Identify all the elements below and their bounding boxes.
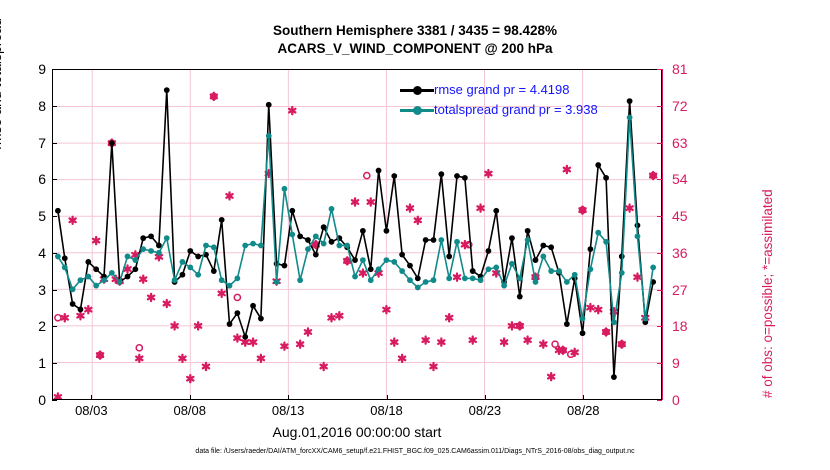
x-tick-08-03: 08/03 [75,403,108,418]
y-axis-left-title: rmse and totalspread [0,18,4,150]
x-tick-mark [484,395,486,400]
x-tick-08-13: 08/13 [271,403,305,418]
y-tick-right-72: 72 [672,97,688,114]
x-tick-mark [91,395,93,400]
chart-title: Southern Hemisphere 3381 / 3435 = 98.428… [0,22,830,58]
y-tick-mark-right [657,326,662,328]
y-tick-right-18: 18 [672,318,688,335]
y-tick-left-2: 2 [38,318,46,335]
y-tick-left-4: 4 [38,244,46,261]
x-tick-mark [288,395,290,400]
y-tick-right-81: 81 [672,61,688,77]
y-tick-right-54: 54 [672,171,688,188]
y-tick-left-8: 8 [38,97,46,114]
y-tick-mark-right [657,179,662,181]
y-tick-right-63: 63 [672,134,688,151]
y-tick-mark-right [657,252,662,254]
data-file-footer: data file: /Users/raeder/DAI/ATM_forcXX/… [195,448,635,455]
y-tick-mark-left [52,69,57,70]
y-tick-mark-left [52,363,57,365]
y-tick-mark-left [52,216,57,218]
y-tick-mark-right [657,216,662,218]
y-tick-right-45: 45 [672,208,688,225]
y-tick-mark-left [52,142,57,144]
y-tick-mark-right [657,289,662,291]
plot-area [52,69,662,400]
y-tick-mark-right [657,363,662,365]
y-tick-right-0: 0 [672,392,680,408]
x-tick-08-23: 08/23 [468,403,502,418]
x-tick-mark [583,395,585,400]
y-tick-mark-left [52,252,57,254]
y-tick-mark-left [52,400,57,401]
right-axis-line [662,69,663,400]
gridlines [53,70,661,399]
x-tick-mark [386,395,388,400]
y-tick-left-6: 6 [38,171,46,188]
y-tick-mark-right [657,69,662,70]
data-series-layer [53,87,658,399]
y-tick-left-0: 0 [38,392,46,408]
x-tick-08-08: 08/08 [173,403,207,418]
y-tick-mark-left [52,105,57,107]
y-tick-mark-right [657,105,662,107]
y-tick-right-9: 9 [672,355,680,372]
x-axis-title: Aug.01,2016 00:00:00 start [272,424,442,440]
x-tick-08-28: 08/28 [567,403,600,418]
title-line-2: ACARS_V_WIND_COMPONENT @ 200 hPa [277,41,553,56]
y-tick-mark-left [52,289,57,291]
y-tick-mark-right [657,142,662,144]
y-tick-left-3: 3 [38,281,46,298]
y-axis-right-title: # of obs: o=possible; *=assimilated [760,189,775,398]
y-tick-mark-right [657,400,662,401]
y-tick-left-7: 7 [38,134,46,151]
y-tick-left-1: 1 [38,355,46,372]
x-tick-mark [189,395,191,400]
y-tick-mark-left [52,326,57,328]
y-tick-mark-left [52,179,57,181]
y-tick-right-27: 27 [672,281,688,298]
y-tick-left-5: 5 [38,208,46,225]
y-tick-right-36: 36 [672,244,688,261]
y-tick-left-9: 9 [38,61,46,77]
title-line-1: Southern Hemisphere 3381 / 3435 = 98.428… [272,23,558,38]
x-tick-08-18: 08/18 [370,403,403,418]
